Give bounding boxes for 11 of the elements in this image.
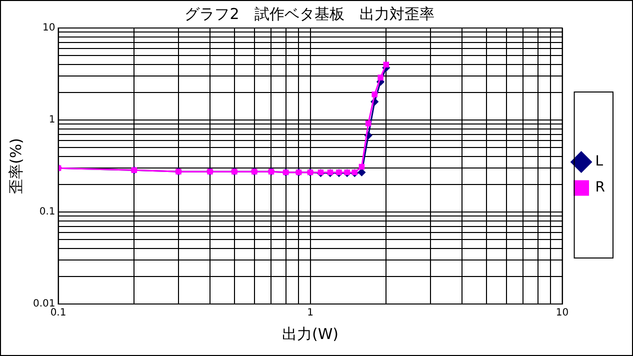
x-axis-title: 出力(W) bbox=[282, 324, 339, 343]
y-axis-title: 歪率(%) bbox=[6, 138, 25, 194]
y-tick-label: 0.1 bbox=[39, 206, 56, 218]
x-tick-label: 1 bbox=[307, 308, 314, 319]
legend-label: L bbox=[595, 154, 604, 170]
y-tick-label: 1 bbox=[48, 114, 56, 126]
chart-title: グラフ2 試作ベタ基板 出力対歪率 bbox=[184, 4, 434, 23]
legend-label: R bbox=[595, 180, 606, 196]
x-tick-label: 10 bbox=[556, 308, 569, 319]
y-tick-label: 10 bbox=[42, 22, 56, 34]
x-tick-label: 0.1 bbox=[50, 308, 66, 319]
